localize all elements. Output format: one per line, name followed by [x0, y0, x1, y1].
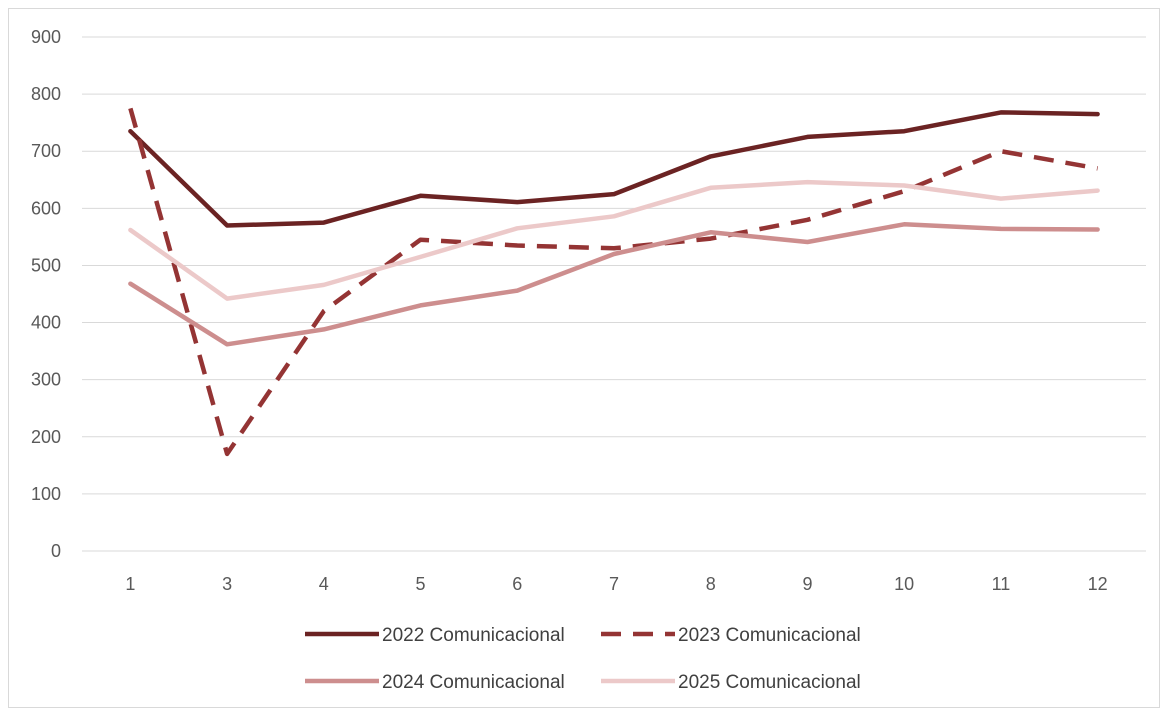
x-tick-label: 1: [125, 574, 135, 594]
legend-label: 2022 Comunicacional: [382, 625, 565, 646]
x-tick-label: 4: [319, 574, 329, 594]
series-line-2023: [128, 107, 1098, 457]
x-tick-label: 9: [802, 574, 812, 594]
y-tick-label: 400: [31, 313, 61, 333]
y-tick-label: 0: [51, 541, 61, 561]
x-axis-tick-labels: 1 3 4 5 6 7 8 9 10 11 12: [125, 574, 1107, 594]
legend: 2022 Comunicacional 2023 Comunicacional 20…: [305, 625, 861, 693]
y-tick-label: 600: [31, 198, 61, 218]
gridlines: [82, 36, 1146, 552]
series-lines: [128, 107, 1100, 457]
series-line-2022: [128, 110, 1100, 228]
x-tick-label: 6: [512, 574, 522, 594]
y-axis-tick-labels: 0 100 200 300 400 500 600 700 800 900: [31, 27, 61, 561]
legend-label: 2023 Comunicacional: [678, 625, 861, 646]
y-tick-label: 700: [31, 141, 61, 161]
y-tick-label: 900: [31, 27, 61, 47]
y-tick-label: 300: [31, 370, 61, 390]
x-tick-label: 11: [992, 574, 1011, 594]
legend-label: 2024 Comunicacional: [382, 672, 565, 693]
x-tick-label: 7: [609, 574, 619, 594]
series-line-2025: [128, 179, 1100, 301]
y-tick-label: 100: [31, 484, 61, 504]
legend-label: 2025 Comunicacional: [678, 672, 861, 693]
x-tick-label: 5: [416, 574, 426, 594]
x-tick-label: 10: [894, 574, 914, 594]
y-tick-label: 200: [31, 427, 61, 447]
series-line-2024: [128, 222, 1100, 347]
y-tick-label: 500: [31, 255, 61, 275]
x-tick-label: 12: [1088, 574, 1108, 594]
x-tick-label: 8: [706, 574, 716, 594]
y-tick-label: 800: [31, 84, 61, 104]
x-tick-label: 3: [222, 574, 232, 594]
